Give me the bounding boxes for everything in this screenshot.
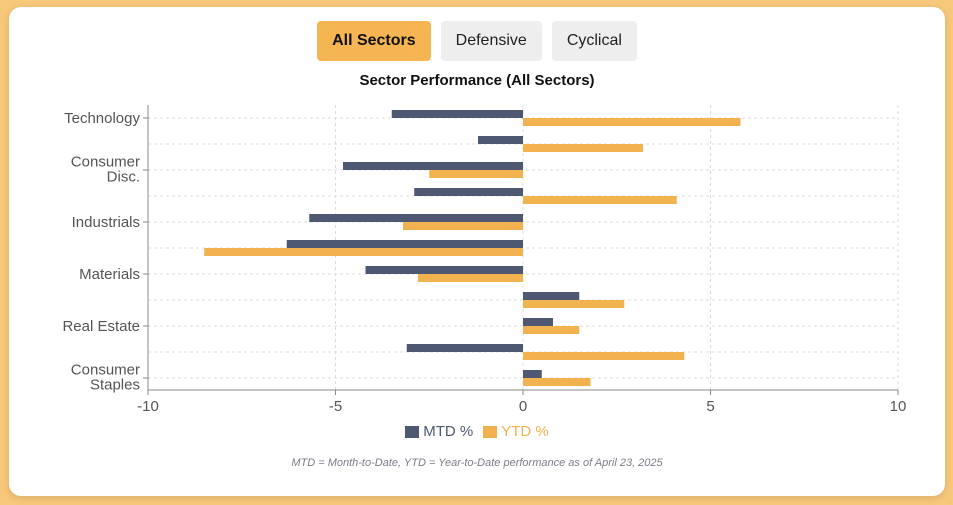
y-tick-label: Consumer Staples	[71, 362, 140, 394]
bar-mtd	[523, 318, 553, 326]
bar-ytd	[429, 170, 523, 178]
legend-item-ytd[interactable]: YTD %	[483, 423, 549, 440]
legend-label-ytd: YTD %	[501, 423, 549, 440]
bar-mtd	[309, 214, 523, 222]
bar-ytd	[523, 326, 579, 334]
bar-mtd	[523, 292, 579, 300]
bar-mtd	[366, 266, 524, 274]
y-tick-label: Industrials	[72, 214, 140, 231]
x-tick-label: 10	[890, 398, 907, 415]
bar-ytd	[523, 196, 677, 204]
chart-card: All Sectors Defensive Cyclical Sector Pe…	[9, 7, 945, 496]
bar-ytd	[418, 274, 523, 282]
legend-swatch-ytd	[483, 426, 497, 438]
bar-mtd	[414, 188, 523, 196]
legend: MTD % YTD %	[9, 423, 945, 440]
bar-mtd	[407, 344, 523, 352]
bar-ytd	[523, 144, 643, 152]
x-tick-label: -10	[137, 398, 159, 415]
bar-ytd	[523, 352, 684, 360]
x-tick-label: 0	[519, 398, 527, 415]
y-tick-label: Technology	[64, 110, 140, 127]
bar-mtd	[392, 110, 523, 118]
bar-ytd	[204, 248, 523, 256]
bar-ytd	[523, 118, 741, 126]
y-tick-label: Consumer Disc.	[71, 154, 140, 186]
y-tick-label: Materials	[79, 266, 140, 283]
bar-mtd	[523, 370, 542, 378]
footnote: MTD = Month-to-Date, YTD = Year-to-Date …	[9, 457, 945, 469]
y-tick-label: Real Estate	[62, 318, 140, 335]
bar-mtd	[343, 162, 523, 170]
legend-item-mtd[interactable]: MTD %	[405, 423, 473, 440]
bar-ytd	[523, 378, 591, 386]
x-tick-label: -5	[329, 398, 342, 415]
bar-ytd	[403, 222, 523, 230]
x-tick-label: 5	[706, 398, 714, 415]
legend-swatch-mtd	[405, 426, 419, 438]
bar-mtd	[287, 240, 523, 248]
bar-mtd	[478, 136, 523, 144]
bar-ytd	[523, 300, 624, 308]
legend-label-mtd: MTD %	[423, 423, 473, 440]
